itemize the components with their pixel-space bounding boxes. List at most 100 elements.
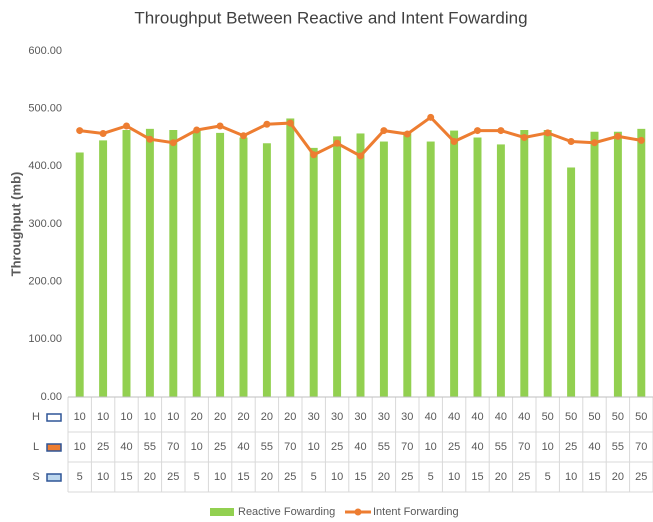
table-cell: 10 [97,471,109,483]
point [520,134,528,141]
bar [145,128,154,397]
table-cell: 25 [97,441,109,453]
bar [169,130,178,397]
table-cell: 55 [261,441,273,453]
bar [309,147,318,397]
table-cell: 5 [545,471,551,483]
point [637,136,645,144]
bar [379,141,388,397]
row-key [46,473,62,482]
bar [333,136,342,397]
table-cell: 20 [495,471,507,483]
bar [567,167,576,397]
table-cell: 20 [261,471,273,483]
y-tick-label: 100.00 [28,333,62,345]
table-cell: 25 [635,471,647,483]
bar [543,130,552,397]
table-cell: 10 [74,441,86,453]
table-cell: 70 [284,441,296,453]
table-cell: 40 [518,411,530,423]
point [123,122,130,130]
point [544,129,552,137]
table-cell: 25 [401,471,413,483]
bar [192,130,201,397]
table-cell: 40 [354,441,366,453]
table-cell: 15 [588,471,600,483]
bar [590,131,599,397]
point [216,122,224,130]
table-cell: 70 [167,441,179,453]
table-cell: 70 [518,441,530,453]
point [474,127,481,135]
y-axis-title: Throughput (mb) [8,172,23,277]
table-cell: 20 [612,471,624,483]
table-cell: 20 [144,471,156,483]
bar [239,137,248,397]
row-label: L [33,441,39,453]
table-cell: 50 [588,411,600,423]
bar [450,130,459,397]
point [591,139,598,147]
table-cell: 15 [471,471,483,483]
bar [75,152,84,397]
table-cell: 5 [428,471,434,483]
point [427,113,435,121]
table-cell: 50 [565,411,577,423]
table-cell: 10 [120,411,132,423]
bar [356,133,365,398]
table-cell: 70 [401,441,413,453]
table-cell: 30 [378,411,390,423]
point [380,127,388,135]
table-cell: 15 [354,471,366,483]
table-cell: 10 [308,441,320,453]
row-label: H [32,411,40,423]
y-tick-label: 400.00 [28,160,62,172]
legend-label: Intent Forwarding [373,506,459,518]
table-cell: 70 [635,441,647,453]
table-cell: 50 [542,411,554,423]
table-cell: 40 [588,441,600,453]
bar [473,137,482,397]
bar [122,130,131,397]
bar [496,144,505,397]
table-cell: 15 [120,471,132,483]
table-cell: 25 [448,441,460,453]
table-cell: 30 [331,411,343,423]
point [614,132,622,140]
table-cell: 40 [495,411,507,423]
point [240,132,247,140]
table-cell: 55 [144,441,156,453]
table-cell: 15 [237,471,249,483]
legend-key [354,508,362,516]
bar [216,132,225,398]
point [193,126,201,134]
point [169,139,177,147]
table-cell: 25 [518,471,530,483]
point [357,152,364,160]
table-cell: 40 [448,411,460,423]
table-cell: 10 [74,411,86,423]
table-cell: 55 [495,441,507,453]
table-cell: 30 [401,411,413,423]
y-tick-label: 0.00 [41,391,62,403]
table-cell: 40 [471,441,483,453]
bar [262,143,271,397]
table-cell: 50 [635,411,647,423]
table-cell: 20 [214,411,226,423]
table-cell: 20 [261,411,273,423]
point [497,127,505,135]
table-cell: 30 [308,411,320,423]
row-key [46,413,62,422]
legend-label: Reactive Fowarding [238,506,335,518]
point [263,120,271,128]
bar [613,131,622,397]
y-tick-label: 500.00 [28,103,62,115]
bar [286,118,295,397]
table-cell: 10 [542,441,554,453]
table-cell: 10 [331,471,343,483]
table-cell: 25 [167,471,179,483]
table-cell: 20 [191,411,203,423]
y-tick-label: 200.00 [28,276,62,288]
table-cell: 55 [378,441,390,453]
